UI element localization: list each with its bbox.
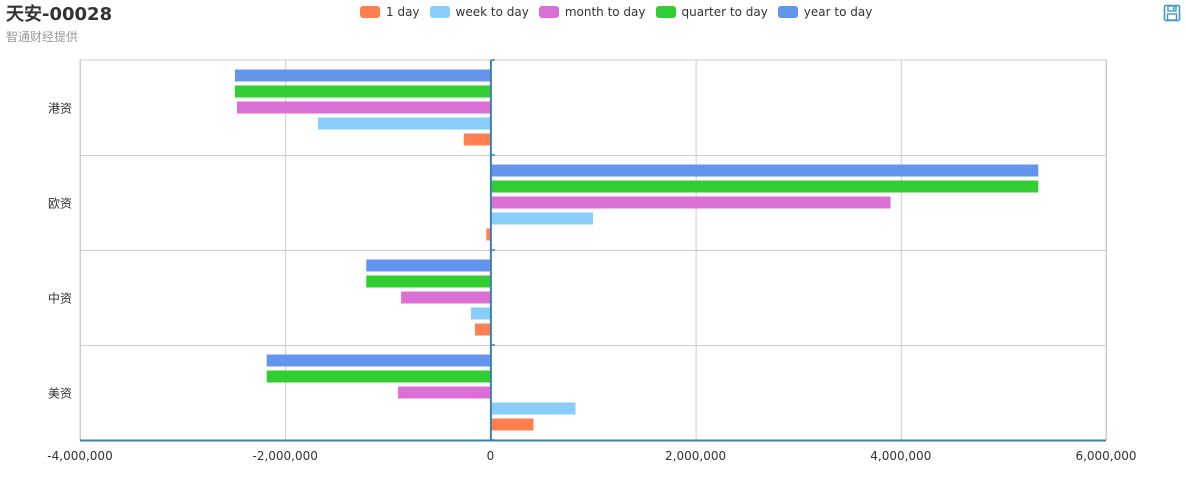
bar	[318, 117, 491, 130]
category-label: 欧资	[48, 197, 72, 211]
bar	[266, 354, 491, 367]
bar	[401, 291, 491, 304]
legend-swatch	[538, 6, 559, 18]
legend-item[interactable]: year to day	[777, 4, 873, 20]
legend-label: 1 day	[386, 5, 420, 19]
x-tick-label: 2,000,000	[665, 449, 726, 463]
legend: 1 day week to day month to day quarter to d…	[360, 4, 882, 20]
bar	[366, 275, 491, 288]
bar	[486, 228, 491, 241]
x-tick-label: 0	[487, 449, 495, 463]
x-tick-label: 6,000,000	[1075, 449, 1136, 463]
legend-item[interactable]: month to day	[538, 4, 646, 20]
x-tick-label: -4,000,000	[47, 449, 112, 463]
legend-item[interactable]: week to day	[429, 4, 529, 20]
legend-label: year to day	[803, 5, 873, 19]
bar	[475, 323, 491, 336]
bar	[470, 307, 491, 320]
bar	[234, 69, 491, 82]
bar	[490, 164, 1039, 177]
chart-subtitle: 智通财经提供	[6, 30, 79, 44]
category-label: 美资	[48, 387, 72, 401]
legend-item[interactable]: quarter to day	[655, 4, 768, 20]
bar	[236, 101, 491, 114]
bar	[266, 370, 491, 383]
bar	[366, 259, 491, 272]
bar	[490, 196, 891, 209]
legend-swatch	[360, 6, 380, 18]
bar	[490, 180, 1039, 193]
legend-swatch	[655, 6, 676, 18]
chart-title: 天安-00028	[6, 4, 113, 25]
bar	[490, 402, 576, 415]
category-label: 港资	[48, 102, 72, 116]
legend-swatch	[429, 6, 450, 18]
legend-label: month to day	[564, 5, 646, 19]
legend-label: week to day	[455, 5, 529, 19]
legend-swatch	[777, 6, 798, 18]
x-tick-label: -2,000,000	[252, 449, 317, 463]
save-icon[interactable]	[1163, 4, 1181, 22]
bar	[398, 386, 491, 399]
bar	[490, 212, 593, 225]
category-label: 中资	[48, 291, 72, 306]
legend-label: quarter to day	[681, 5, 768, 19]
legend-item[interactable]: 1 day	[360, 4, 420, 20]
bar	[234, 85, 491, 98]
bar	[490, 418, 534, 431]
x-tick-label: 4,000,000	[870, 449, 931, 463]
bar	[463, 133, 491, 146]
